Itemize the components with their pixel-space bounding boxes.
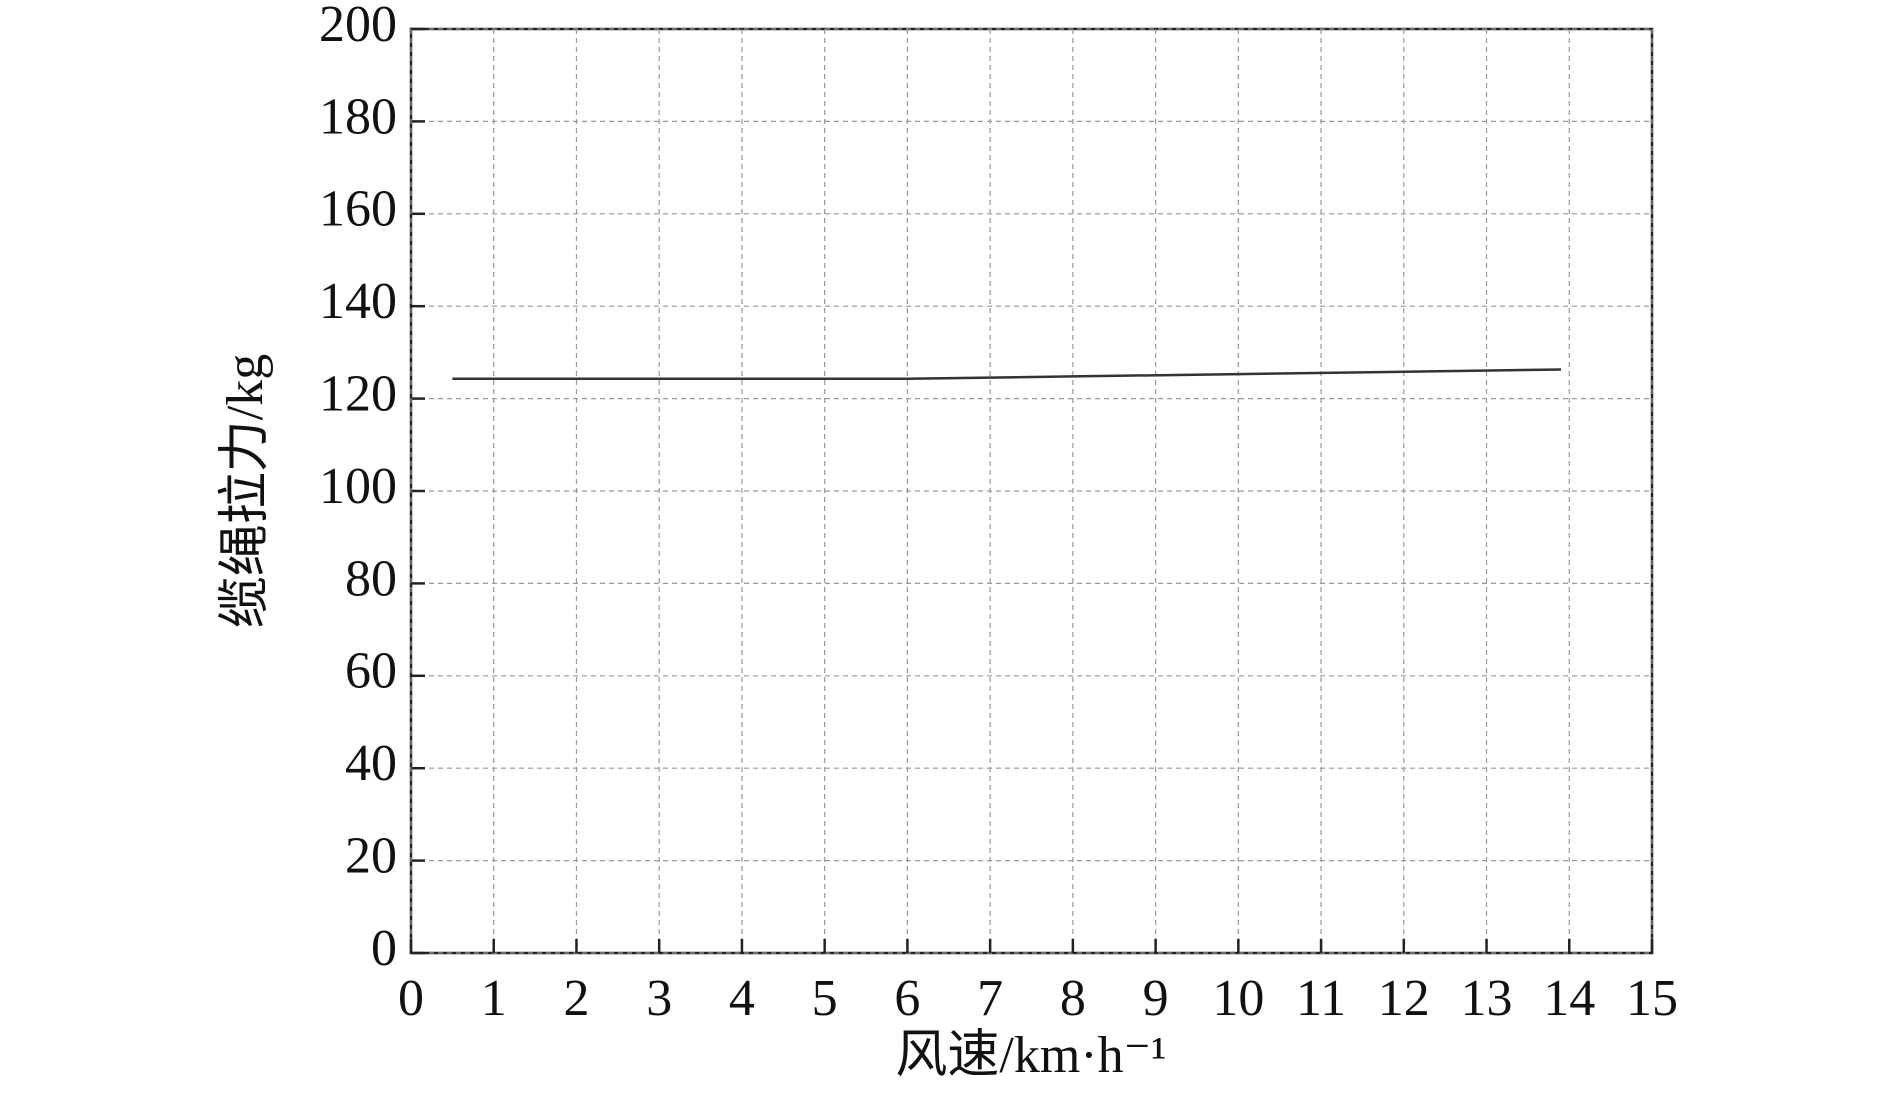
y-tick-label: 0 [371, 920, 397, 977]
y-tick-label: 100 [319, 458, 397, 515]
x-tick-label: 9 [1143, 970, 1169, 1027]
x-axis-label: 风速/km·h⁻¹ [895, 1027, 1166, 1084]
y-tick-label: 180 [319, 88, 397, 145]
x-tick-label: 4 [729, 970, 755, 1027]
x-tick-label: 5 [812, 970, 838, 1027]
x-tick-label: 1 [481, 970, 507, 1027]
x-tick-label: 6 [894, 970, 920, 1027]
x-tick-label: 12 [1378, 970, 1430, 1027]
y-tick-label: 80 [345, 550, 397, 607]
y-tick-label: 20 [345, 828, 397, 885]
x-tick-label: 13 [1461, 970, 1513, 1027]
x-tick-label: 15 [1626, 970, 1678, 1027]
y-tick-label: 40 [345, 735, 397, 792]
x-tick-label: 7 [977, 970, 1003, 1027]
x-tick-label: 3 [646, 970, 672, 1027]
x-tick-label: 11 [1296, 970, 1346, 1027]
y-tick-label: 120 [319, 366, 397, 423]
y-tick-label: 200 [319, 0, 397, 53]
y-tick-label: 140 [319, 273, 397, 330]
data-line [452, 368, 1562, 380]
y-axis-label: 缆绳拉力/kg [217, 354, 274, 628]
x-tick-label: 10 [1212, 970, 1264, 1027]
x-tick-label: 8 [1060, 970, 1086, 1027]
x-tick-label: 14 [1543, 970, 1595, 1027]
x-tick-label: 2 [563, 970, 589, 1027]
y-tick-label: 160 [319, 181, 397, 238]
y-tick-label: 60 [345, 643, 397, 700]
x-tick-label: 0 [398, 970, 424, 1027]
